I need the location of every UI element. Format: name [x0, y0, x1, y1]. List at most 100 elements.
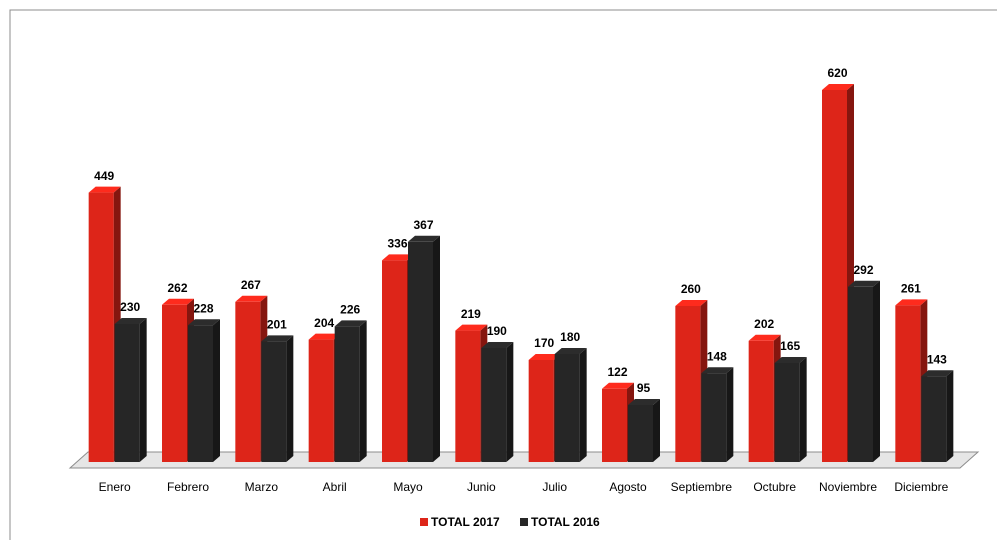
- bar-side: [139, 318, 147, 462]
- bar: [261, 341, 287, 462]
- bar-top: [408, 235, 440, 242]
- bar-top: [188, 319, 220, 326]
- bar: [921, 376, 947, 462]
- bar-side: [433, 235, 440, 462]
- bar-top: [895, 299, 928, 306]
- bar: [162, 304, 187, 462]
- x-tick-label: Diciembre: [894, 480, 948, 494]
- bar-top: [774, 357, 807, 363]
- bar: [628, 405, 653, 462]
- bar-top: [308, 333, 341, 340]
- bar: [334, 326, 360, 462]
- data-label: 201: [267, 318, 287, 332]
- bar: [822, 90, 847, 462]
- data-label: 202: [754, 317, 774, 331]
- bar: [602, 388, 627, 462]
- x-tick-label: Mayo: [393, 480, 423, 494]
- bar: [748, 340, 774, 462]
- legend-label: TOTAL 2016: [531, 515, 600, 529]
- data-label: 143: [927, 352, 947, 366]
- x-tick-label: Enero: [99, 480, 131, 494]
- data-label: 260: [681, 282, 701, 296]
- x-tick-label: Noviembre: [819, 480, 877, 494]
- bar-top: [528, 354, 561, 360]
- bar: [895, 305, 921, 462]
- bar-top: [382, 254, 414, 261]
- bar-top: [921, 370, 954, 377]
- bar-top: [602, 382, 634, 389]
- bar-side: [579, 348, 587, 462]
- data-label: 190: [487, 324, 507, 338]
- x-tick-label: Septiembre: [671, 480, 733, 494]
- bar-top: [748, 334, 781, 341]
- bar-top: [114, 318, 147, 324]
- data-label: 620: [827, 66, 847, 80]
- bar: [481, 348, 507, 462]
- bar: [408, 241, 433, 462]
- legend-swatch: [520, 518, 528, 526]
- bar-side: [506, 342, 514, 462]
- bar: [848, 286, 873, 462]
- x-tick-label: Julio: [542, 480, 567, 494]
- data-label: 165: [780, 339, 800, 353]
- x-tick-label: Junio: [467, 480, 496, 494]
- data-label: 336: [387, 237, 407, 251]
- bar-top: [554, 348, 587, 354]
- bar: [114, 324, 140, 462]
- data-label: 228: [193, 301, 213, 315]
- bar: [235, 301, 261, 462]
- data-label: 292: [853, 263, 873, 277]
- bar-top: [162, 298, 194, 305]
- frame: [9, 9, 997, 540]
- bar: [308, 339, 334, 462]
- legend-label: TOTAL 2017: [431, 515, 500, 529]
- data-label: 449: [94, 169, 114, 183]
- x-tick-label: Agosto: [609, 480, 647, 494]
- bar-top: [675, 300, 708, 306]
- bar-side: [213, 319, 220, 462]
- bar-top: [334, 320, 367, 327]
- bar: [528, 360, 554, 462]
- data-label: 367: [413, 218, 433, 232]
- bar-top: [455, 324, 488, 331]
- bar: [455, 330, 481, 462]
- bar-side: [726, 367, 734, 462]
- bar: [88, 192, 114, 462]
- bar: [774, 363, 800, 462]
- data-label: 219: [461, 307, 481, 321]
- bar-side: [359, 320, 367, 462]
- bar-side: [653, 399, 660, 462]
- bar-side: [799, 357, 807, 462]
- bar: [701, 373, 727, 462]
- data-label: 148: [707, 349, 727, 363]
- data-label: 262: [167, 281, 187, 295]
- data-label: 230: [120, 300, 140, 314]
- bar-top: [701, 367, 734, 374]
- bar-side: [873, 280, 880, 462]
- bar-side: [286, 335, 294, 462]
- x-tick-label: Abril: [323, 480, 347, 494]
- data-label: 170: [534, 336, 554, 350]
- bar-side: [946, 370, 954, 462]
- data-label: 95: [637, 381, 651, 395]
- bar-top: [235, 295, 268, 302]
- data-label: 122: [607, 365, 627, 379]
- data-label: 267: [241, 278, 261, 292]
- data-label: 180: [560, 330, 580, 344]
- bar: [382, 260, 407, 462]
- bar-top: [261, 335, 294, 342]
- bar: [554, 354, 580, 462]
- bar-top: [628, 399, 660, 405]
- bar-top: [481, 342, 514, 348]
- bar-top: [848, 280, 880, 287]
- bar: [188, 325, 213, 462]
- bar: [675, 306, 701, 462]
- bar-top: [88, 186, 121, 193]
- data-label: 204: [314, 316, 334, 330]
- legend-swatch: [420, 518, 428, 526]
- bar-top: [822, 84, 854, 90]
- x-tick-label: Febrero: [167, 480, 209, 494]
- data-label: 226: [340, 303, 360, 317]
- x-tick-label: Marzo: [245, 480, 279, 494]
